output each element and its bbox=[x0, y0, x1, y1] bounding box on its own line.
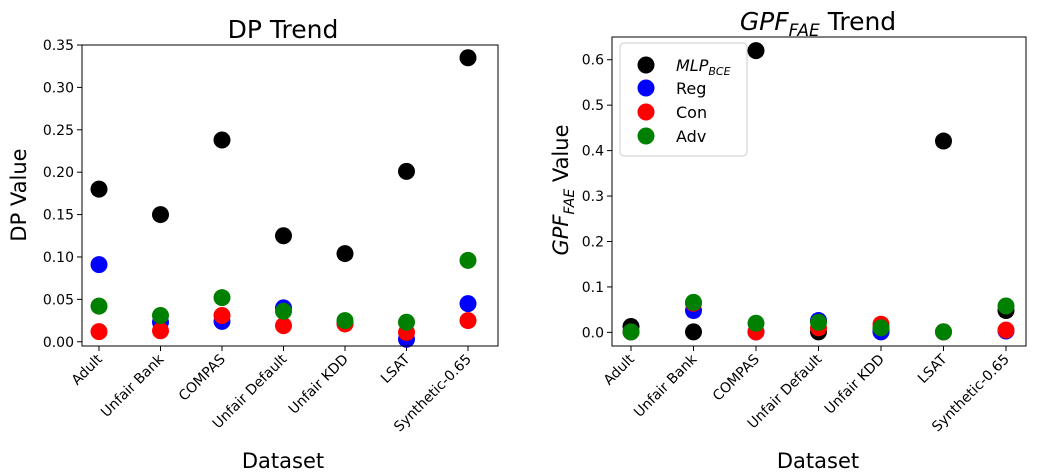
gpf-x-axis-label: Dataset bbox=[777, 449, 859, 472]
gpf-ylabel-rest: Value bbox=[549, 124, 573, 188]
dp-point-mlp bbox=[214, 131, 231, 148]
gpf-y-tick-label: 0.6 bbox=[582, 53, 604, 69]
dp-point-mlp bbox=[152, 206, 169, 223]
dp-point-reg bbox=[460, 295, 477, 312]
dp-point-con bbox=[152, 322, 169, 339]
legend-label-con: Con bbox=[676, 103, 707, 122]
dp-point-adv bbox=[214, 289, 231, 306]
gpf-y-tick-label: 0.1 bbox=[582, 280, 604, 296]
gpf-y-tick-label: 0.3 bbox=[582, 189, 604, 205]
dp-point-reg bbox=[91, 256, 108, 273]
gpf-point-adv bbox=[873, 319, 890, 336]
dp-point-adv bbox=[337, 312, 354, 329]
dp-x-tick-label: Adult bbox=[69, 351, 106, 388]
legend-marker-adv bbox=[638, 128, 655, 145]
dp-y-tick-label: 0.25 bbox=[43, 123, 74, 139]
dp-x-tick-label: LSAT bbox=[378, 351, 414, 387]
gpf-legend: MLPBCE Reg Con Adv bbox=[620, 43, 747, 156]
dp-point-mlp bbox=[337, 245, 354, 262]
legend-label-adv: Adv bbox=[676, 127, 706, 146]
dp-point-adv bbox=[91, 298, 108, 315]
gpf-point-adv bbox=[998, 298, 1015, 315]
dp-y-tick-label: 0.30 bbox=[43, 80, 74, 96]
gpf-title-rest: Trend bbox=[820, 7, 896, 36]
gpf-y-axis-label: GPFFAE Value bbox=[549, 124, 578, 255]
legend-mlp-base: MLP bbox=[676, 56, 709, 75]
legend-label-reg: Reg bbox=[676, 79, 706, 98]
gpf-x-tick-label: LSAT bbox=[915, 351, 951, 387]
dp-plot-frame bbox=[82, 45, 498, 346]
gpf-point-mlp bbox=[748, 42, 765, 59]
gpf-y-tick-label: 0.5 bbox=[582, 98, 604, 114]
dp-point-con bbox=[460, 312, 477, 329]
dp-y-tick-label: 0.15 bbox=[43, 208, 74, 224]
gpf-y-tick-label: 0.2 bbox=[582, 234, 604, 250]
legend-mlp-sub: BCE bbox=[708, 65, 730, 78]
dp-point-mlp bbox=[275, 227, 292, 244]
dp-point-con bbox=[214, 307, 231, 324]
gpf-title-base: GPF bbox=[740, 7, 789, 36]
dp-y-tick-label: 0.20 bbox=[43, 165, 74, 181]
gpf-y-tick-label: 0.0 bbox=[582, 325, 604, 341]
gpf-point-adv bbox=[935, 323, 952, 340]
legend-marker-reg bbox=[638, 80, 655, 97]
gpf-point-mlp bbox=[685, 323, 702, 340]
gpf-y-ticks: 0.0 0.1 0.2 0.3 0.4 0.5 0.6 bbox=[582, 53, 612, 342]
gpf-point-adv bbox=[623, 323, 640, 340]
gpf-x-tick-label: Unfair KDD bbox=[822, 352, 888, 418]
gpf-point-con bbox=[998, 322, 1015, 339]
gpf-x-tick-label: COMPAS bbox=[710, 351, 763, 404]
dp-x-tick-label: Unfair Bank bbox=[98, 351, 168, 421]
gpf-ylabel-sub: FAE bbox=[562, 189, 578, 215]
gpf-chart-title: GPFFAE Trend bbox=[740, 7, 896, 41]
dp-y-tick-label: 0.35 bbox=[43, 38, 74, 54]
gpf-x-tick-label: Adult bbox=[601, 351, 638, 388]
dp-chart-title: DP Trend bbox=[228, 15, 339, 44]
dp-point-adv bbox=[460, 252, 477, 269]
gpf-trend-chart: GPFFAE Trend GPFFAE Value Dataset 0.00.1… bbox=[549, 7, 1026, 472]
dp-trend-chart: DP Trend DP Value Dataset 0.000.050.100.… bbox=[7, 15, 498, 472]
dp-y-ticks: 0.00 0.05 0.10 0.15 0.20 0.25 0.30 0.35 bbox=[43, 38, 82, 351]
dp-y-tick-label: 0.00 bbox=[43, 335, 74, 351]
dp-x-tick-label: Unfair KDD bbox=[286, 352, 352, 418]
dp-y-tick-label: 0.05 bbox=[43, 292, 74, 308]
dp-x-tick-label: COMPAS bbox=[176, 351, 229, 404]
dp-point-mlp bbox=[398, 163, 415, 180]
gpf-title-sub: FAE bbox=[789, 21, 820, 41]
dp-y-tick-label: 0.10 bbox=[43, 250, 74, 266]
gpf-ylabel-base: GPF bbox=[549, 214, 573, 256]
gpf-point-adv bbox=[748, 315, 765, 332]
gpf-point-adv bbox=[685, 294, 702, 311]
legend-marker-mlp bbox=[638, 57, 655, 74]
dp-x-axis-label: Dataset bbox=[242, 449, 324, 472]
dp-point-con bbox=[91, 323, 108, 340]
dp-point-adv bbox=[152, 307, 169, 324]
gpf-point-mlp bbox=[935, 133, 952, 150]
dp-point-adv bbox=[398, 314, 415, 331]
dp-y-axis-label: DP Value bbox=[7, 148, 31, 241]
legend-marker-con bbox=[638, 104, 655, 121]
dp-point-mlp bbox=[91, 181, 108, 198]
dp-points bbox=[91, 49, 477, 347]
gpf-y-tick-label: 0.4 bbox=[582, 144, 604, 160]
gpf-point-adv bbox=[810, 314, 827, 331]
dp-point-adv bbox=[275, 303, 292, 320]
gpf-x-tick-label: Unfair Bank bbox=[631, 351, 701, 421]
dp-point-mlp bbox=[460, 49, 477, 66]
